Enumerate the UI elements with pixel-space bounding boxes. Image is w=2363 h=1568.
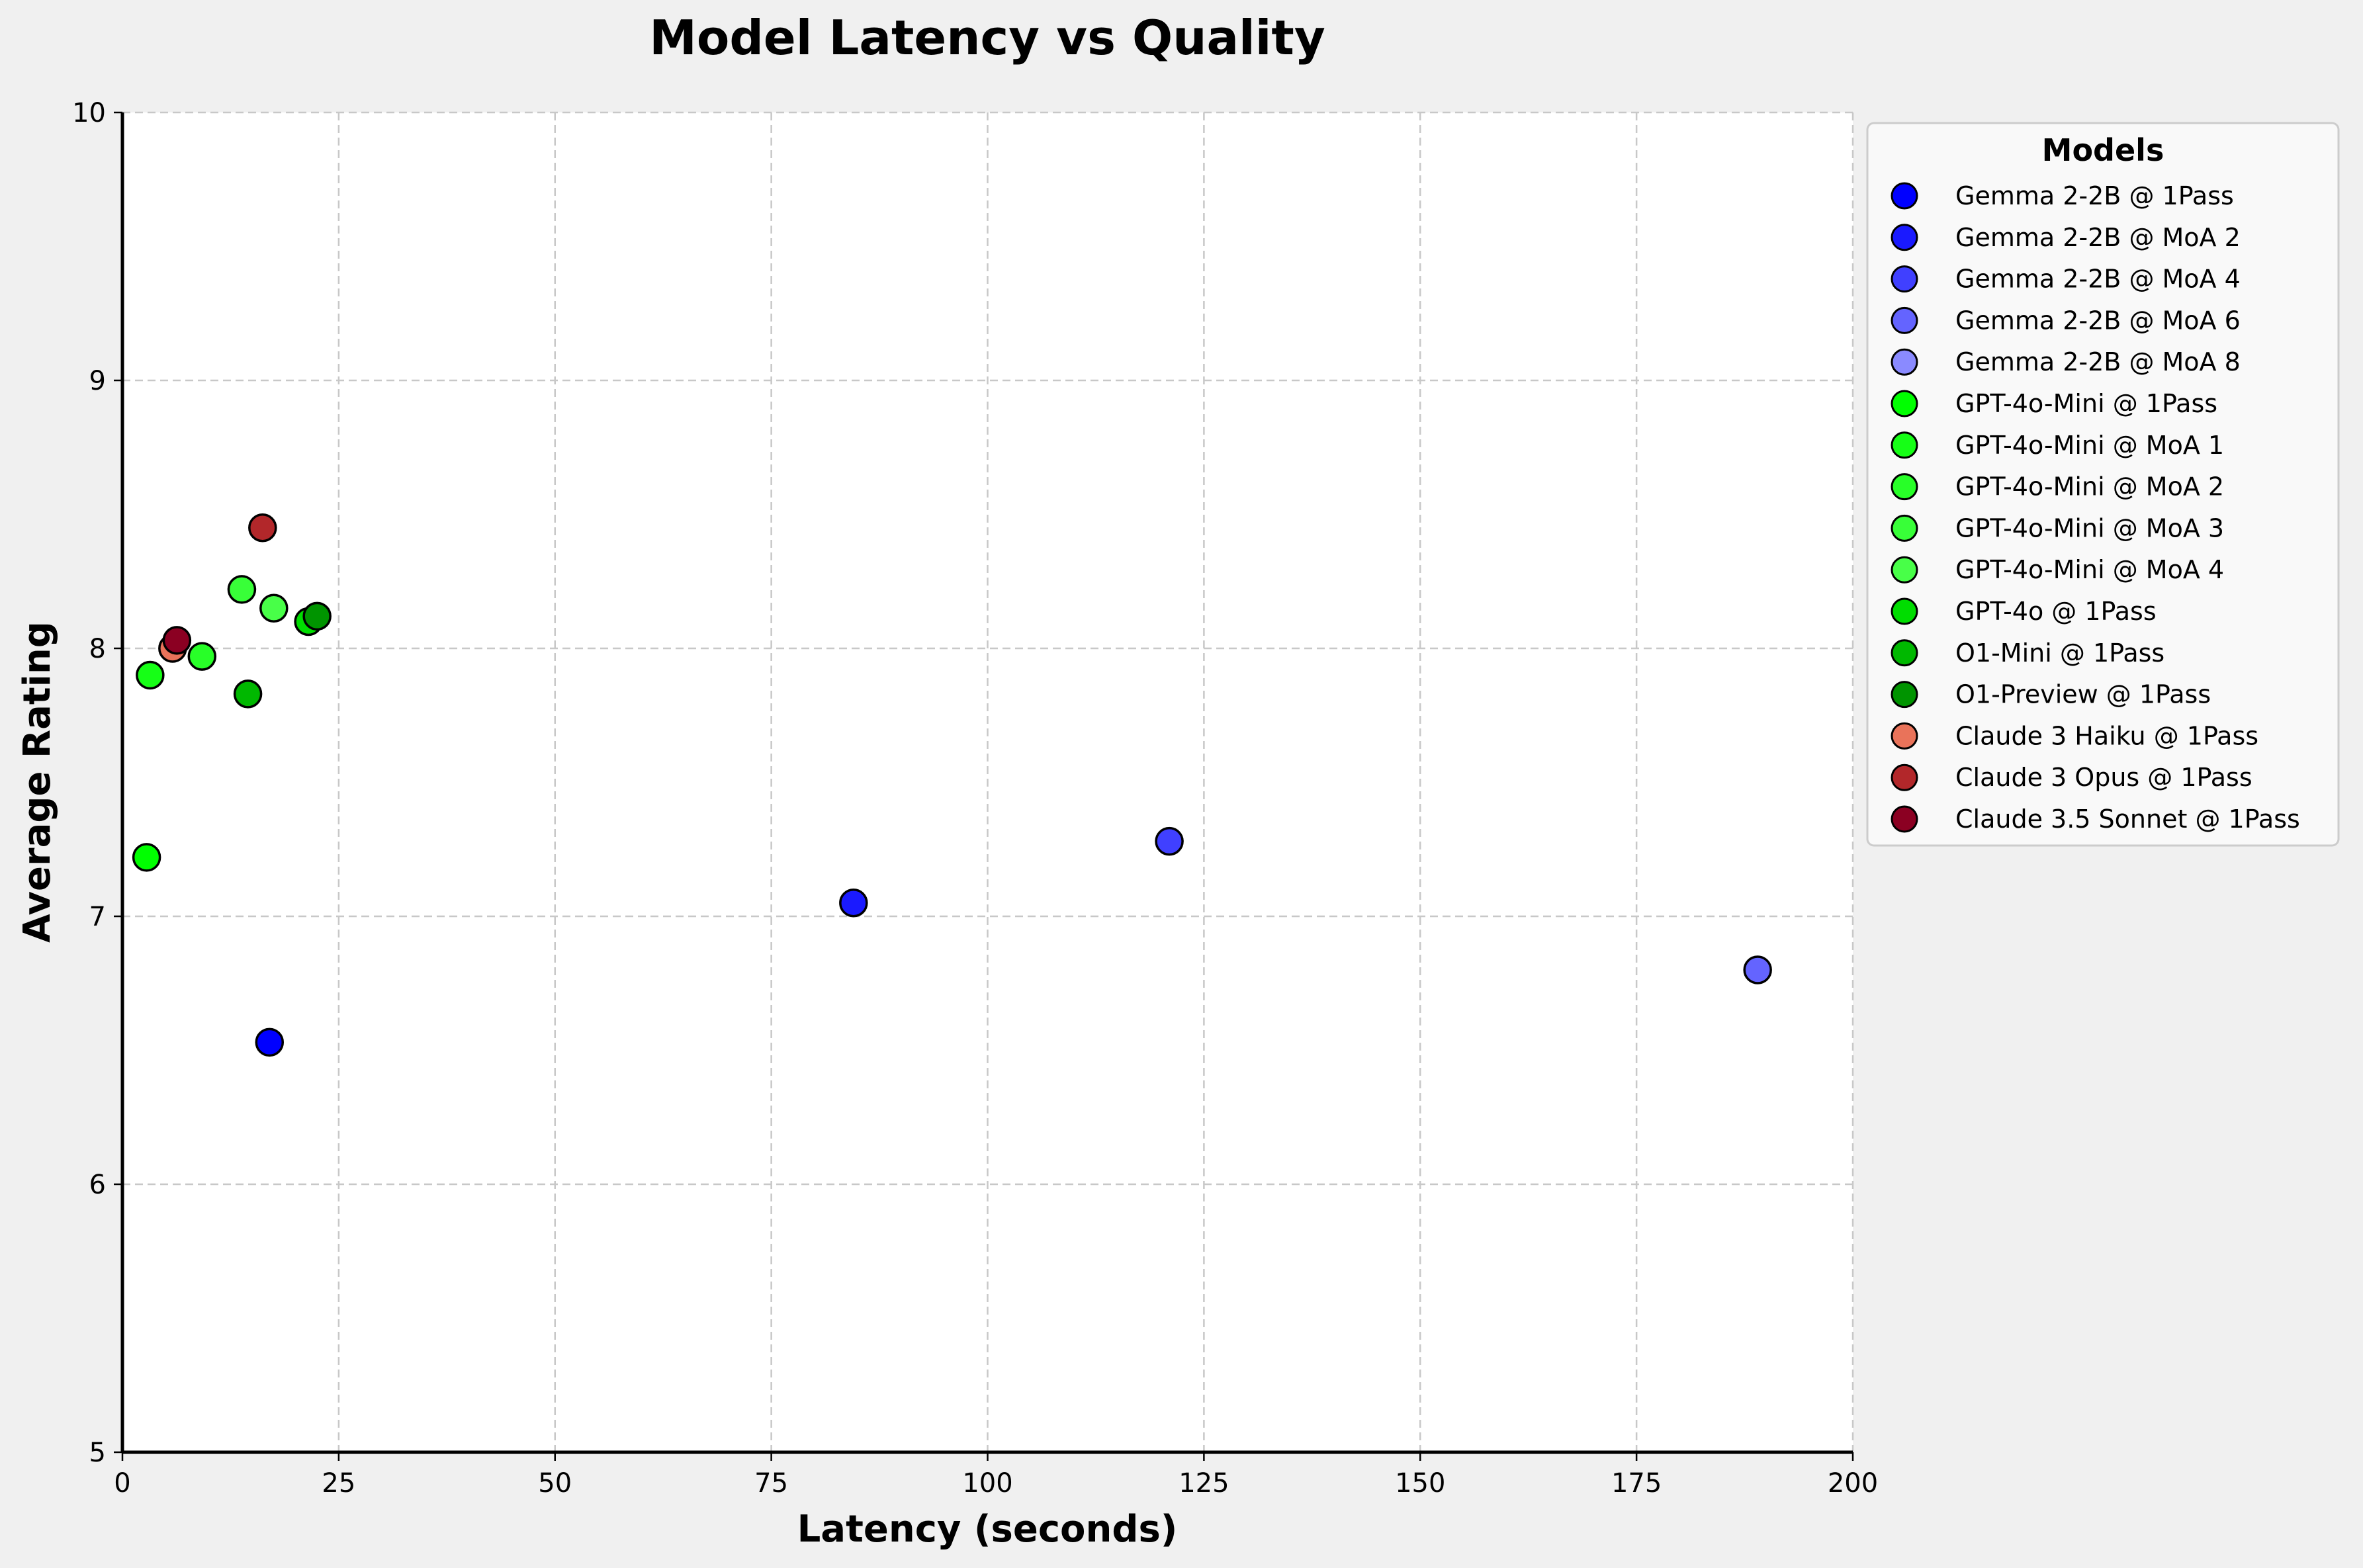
x-tick-label: 0 — [114, 1468, 130, 1499]
legend-marker — [1891, 597, 1918, 625]
data-point — [227, 575, 257, 604]
legend-marker — [1891, 514, 1918, 542]
data-points — [132, 513, 1772, 1057]
legend-marker — [1891, 390, 1918, 417]
x-tick-label: 150 — [1395, 1468, 1445, 1499]
legend-entry-label: GPT-4o @ 1Pass — [1955, 597, 2157, 626]
legend-entry-label: Gemma 2-2B @ MoA 4 — [1955, 265, 2241, 294]
legend-box — [1866, 122, 2340, 847]
data-point — [1155, 826, 1184, 856]
legend-marker — [1891, 681, 1918, 709]
legend-entry-label: GPT-4o-Mini @ MoA 3 — [1955, 513, 2224, 543]
legend-marker — [1891, 639, 1918, 667]
legend-entry-label: O1-Preview @ 1Pass — [1955, 680, 2211, 709]
legend-entry-label: GPT-4o-Mini @ MoA 2 — [1955, 472, 2224, 501]
chart-title: Model Latency vs Quality — [649, 10, 1325, 65]
legend-entry-label: Gemma 2-2B @ MoA 8 — [1955, 347, 2241, 376]
legend-entry-label: GPT-4o-Mini @ MoA 1 — [1955, 431, 2224, 460]
legend-entry-label: Gemma 2-2B @ 1Pass — [1955, 181, 2234, 210]
legend-marker — [1891, 265, 1918, 293]
x-tick-label: 100 — [962, 1468, 1012, 1499]
legend-marker — [1891, 431, 1918, 459]
legend-marker — [1891, 805, 1918, 833]
legend-entry-label: O1-Mini @ 1Pass — [1955, 638, 2164, 668]
legend-marker — [1891, 763, 1918, 791]
x-tick-label: 175 — [1611, 1468, 1662, 1499]
x-tick-label: 125 — [1179, 1468, 1229, 1499]
data-point — [136, 660, 165, 690]
axes: 0 25 50 75 100 125 150 175 200 5 6 7 8 9 10 — [72, 98, 1878, 1499]
legend-entry-label: Gemma 2-2B @ MoA 2 — [1955, 223, 2241, 252]
legend: Models Gemma 2-2B @ 1Pass Gemma 2-2B @ Mo… — [1866, 122, 2340, 847]
x-tick-label: 75 — [754, 1468, 788, 1499]
legend-entry-label: GPT-4o-Mini @ 1Pass — [1955, 389, 2217, 418]
data-point — [839, 889, 868, 918]
data-point — [255, 1027, 285, 1057]
y-tick-label: 10 — [72, 98, 106, 128]
data-point — [162, 626, 192, 655]
legend-marker — [1891, 722, 1918, 750]
legend-marker — [1891, 348, 1918, 376]
data-point — [233, 679, 263, 709]
y-tick-label: 5 — [89, 1438, 106, 1468]
legend-marker — [1891, 306, 1918, 334]
legend-entry-label: Claude 3.5 Sonnet @ 1Pass — [1955, 805, 2300, 834]
legend-marker — [1891, 182, 1918, 210]
y-axis-label: Average Rating — [16, 621, 59, 943]
data-point — [248, 513, 277, 543]
legend-marker — [1891, 473, 1918, 501]
legend-marker — [1891, 224, 1918, 251]
y-tick-label: 8 — [89, 634, 106, 664]
data-point — [1743, 955, 1772, 984]
x-axis-label: Latency (seconds) — [797, 1508, 1178, 1551]
legend-entry-label: Claude 3 Opus @ 1Pass — [1955, 763, 2252, 792]
data-point — [302, 601, 332, 631]
legend-items: Gemma 2-2B @ 1Pass Gemma 2-2B @ MoA 2 Gemm… — [1891, 181, 2300, 834]
data-point — [259, 593, 289, 623]
y-tick-label: 7 — [89, 902, 106, 932]
legend-marker — [1891, 556, 1918, 584]
data-point — [132, 843, 161, 872]
legend-entry-label: Claude 3 Haiku @ 1Pass — [1955, 721, 2258, 750]
legend-entry-label: GPT-4o-Mini @ MoA 4 — [1955, 555, 2224, 584]
y-tick-label: 9 — [89, 366, 106, 396]
legend-entry-label: Gemma 2-2B @ MoA 6 — [1955, 306, 2241, 335]
data-point — [187, 642, 217, 671]
x-tick-label: 200 — [1828, 1468, 1878, 1499]
x-tick-label: 50 — [538, 1468, 572, 1499]
x-tick-label: 25 — [322, 1468, 355, 1499]
legend-title: Models — [2042, 132, 2164, 168]
y-tick-label: 6 — [89, 1170, 106, 1200]
